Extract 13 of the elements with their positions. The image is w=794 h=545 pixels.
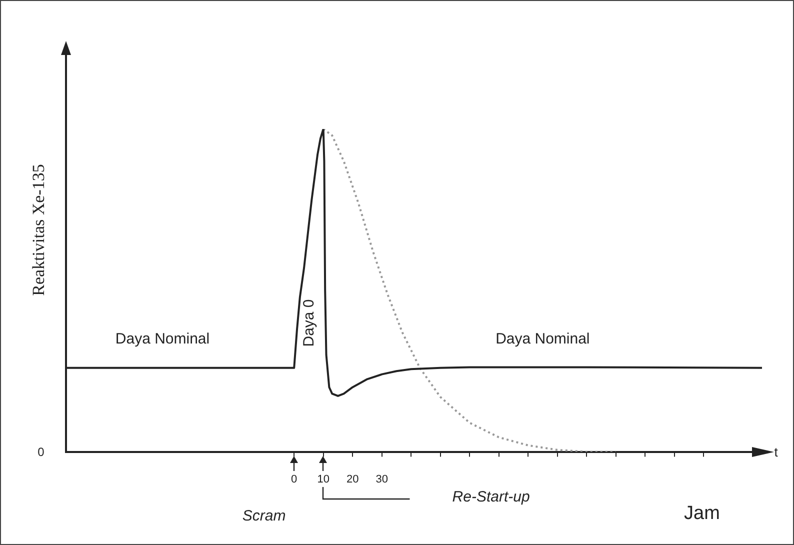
annotation: Daya Nominal bbox=[496, 330, 590, 348]
x-tick-label: 10 bbox=[317, 473, 330, 486]
annotation: Daya 0 bbox=[300, 298, 318, 346]
text: 0 bbox=[38, 444, 44, 459]
text: Re-Start-up bbox=[452, 488, 530, 506]
y-axis-title: Reaktivitas Xe-135 bbox=[29, 164, 49, 296]
x-tick-label: 30 bbox=[376, 473, 388, 486]
text: Scram bbox=[242, 507, 286, 524]
x-tick-label: 0 bbox=[291, 473, 298, 486]
text: t bbox=[774, 444, 778, 460]
x-tick-label: 20 bbox=[346, 473, 359, 486]
x-axis-title: Jam bbox=[684, 502, 720, 525]
annotation: Daya Nominal bbox=[115, 330, 210, 348]
